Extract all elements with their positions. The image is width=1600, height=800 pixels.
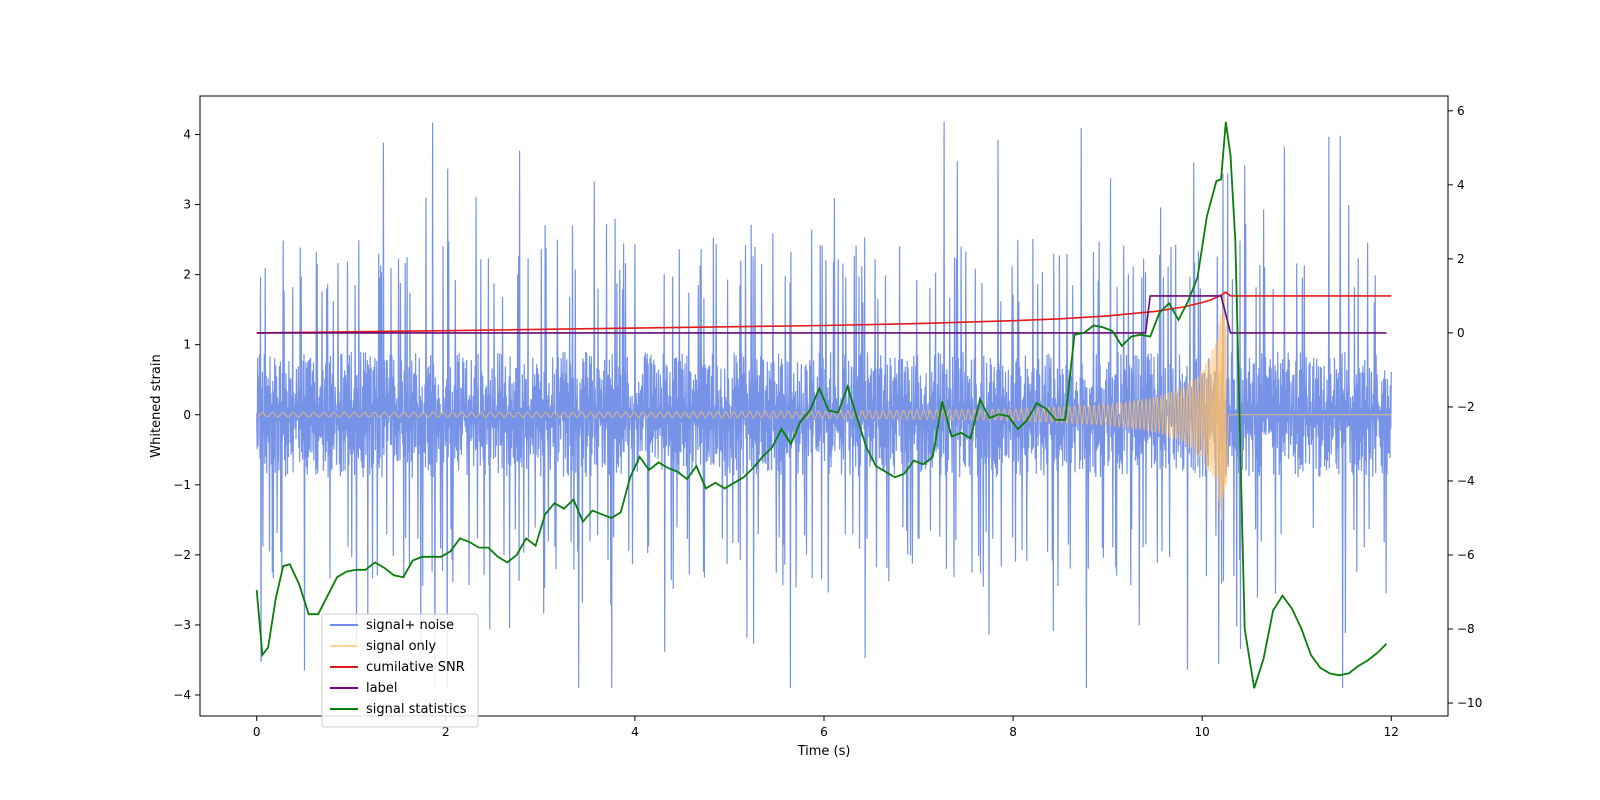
y-tick-label: 2 <box>183 268 191 282</box>
y2-tick-label: −8 <box>1457 622 1475 636</box>
x-tick-label: 10 <box>1195 725 1210 739</box>
series-signal-only-line <box>256 291 1392 520</box>
y-tick-label: 0 <box>183 408 191 422</box>
y2-tick-label: −10 <box>1457 696 1482 710</box>
y-tick-label: 1 <box>183 338 191 352</box>
y-tick-label: 4 <box>183 128 191 142</box>
y-tick-label: −3 <box>173 618 191 632</box>
y-tick-label: −4 <box>173 688 191 702</box>
plot-area <box>255 121 1392 689</box>
series-label-line <box>256 295 1387 334</box>
x-tick-label: 12 <box>1384 725 1399 739</box>
x-tick-label: 2 <box>442 725 450 739</box>
x-axis-label: Time (s) <box>797 744 851 759</box>
y2-tick-label: 6 <box>1457 104 1465 118</box>
legend-box <box>321 613 479 728</box>
y2-tick-label: 2 <box>1457 252 1465 266</box>
legend-entry-label: signal statistics <box>366 702 467 717</box>
y-tick-label: 3 <box>183 198 191 212</box>
x-tick-label: 8 <box>1009 725 1017 739</box>
series-signal-statistics-line <box>255 121 1388 689</box>
y-tick-label: −1 <box>173 478 191 492</box>
x-tick-label: 0 <box>253 725 261 739</box>
y2-tick-label: 4 <box>1457 178 1465 192</box>
legend-entry-label: label <box>366 681 397 696</box>
legend: signal+ noise signal only cumilative SNR la… <box>321 613 479 728</box>
y-tick-label: −2 <box>173 548 191 562</box>
legend-entry-label: cumilative SNR <box>366 660 465 675</box>
series-cumilative-snr-line <box>256 291 1392 334</box>
legend-entry-label: signal only <box>366 639 436 654</box>
legend-entry-label: signal+ noise <box>366 618 454 633</box>
x-tick-label: 4 <box>631 725 639 739</box>
y2-tick-label: −4 <box>1457 474 1475 488</box>
series-signal-noise-line <box>256 121 1392 689</box>
y2-tick-label: −2 <box>1457 400 1475 414</box>
y2-tick-label: 0 <box>1457 326 1465 340</box>
x-tick-label: 6 <box>820 725 828 739</box>
y-axis-label: Whitened strain <box>149 354 164 457</box>
y2-tick-label: −6 <box>1457 548 1475 562</box>
